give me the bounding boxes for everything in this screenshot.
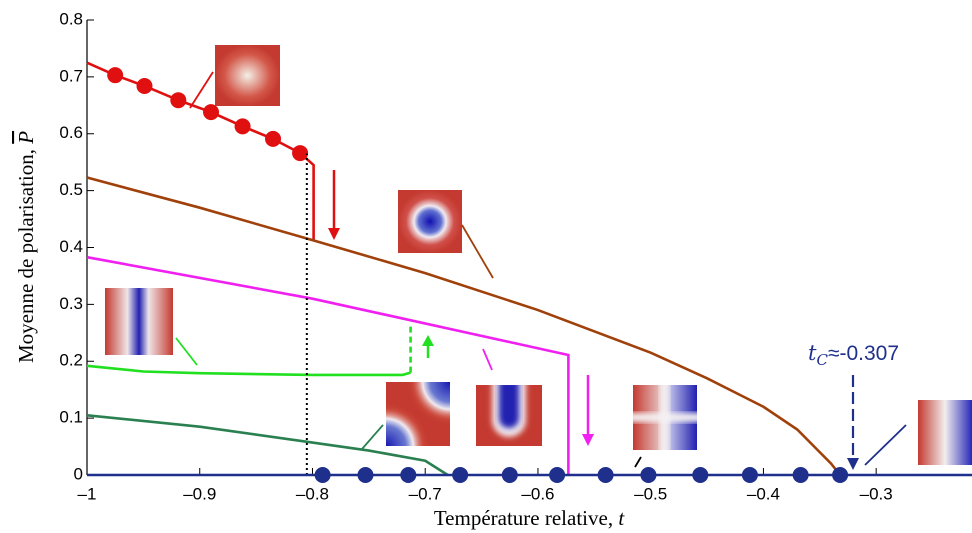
y-tick-label: 0.4 <box>59 237 83 256</box>
marker <box>357 467 374 483</box>
marker <box>741 467 758 483</box>
y-tick-label: 0 <box>74 464 83 483</box>
y-axis-label: Moyenne de polarisation, P <box>14 131 38 363</box>
pointer <box>461 224 494 279</box>
inset-stripe <box>105 288 173 355</box>
series-line <box>86 413 449 477</box>
marker <box>170 92 187 109</box>
pointer <box>361 424 384 450</box>
arrow-head <box>422 335 434 346</box>
x-tick-label: –0.8 <box>296 484 329 503</box>
arrow-head <box>582 434 594 446</box>
y-axis-label-symbol: P <box>14 131 38 145</box>
y-tick-label: 0.1 <box>59 408 83 427</box>
pointer <box>175 337 198 366</box>
arrow-head <box>847 458 859 470</box>
inset-u-shape <box>476 385 542 446</box>
marker <box>501 467 518 483</box>
marker <box>832 467 849 483</box>
annotation-subscript: C <box>816 351 828 369</box>
y-axis-label-text: Moyenne de polarisation, <box>14 149 38 363</box>
arrow-head <box>328 228 340 240</box>
annotation-text: ≈-0.307 <box>828 342 899 365</box>
x-tick-label: –0.3 <box>860 484 893 503</box>
marker <box>640 467 657 483</box>
x-tick-label: –0.7 <box>409 484 442 503</box>
series-line <box>86 176 842 476</box>
marker <box>452 467 469 483</box>
y-tick-label: 0.6 <box>59 123 83 142</box>
y-tick-label: 0.2 <box>59 351 83 370</box>
annotation-symbol: t <box>808 341 817 365</box>
marker <box>265 130 282 147</box>
marker <box>292 145 309 162</box>
marker <box>792 467 809 483</box>
marker <box>400 467 417 483</box>
x-tick-label: –1 <box>78 484 97 503</box>
marker <box>107 67 124 84</box>
arrows <box>328 170 859 470</box>
y-tick-label: 0.7 <box>59 66 83 85</box>
x-tick-label: –0.5 <box>634 484 667 503</box>
marker <box>136 77 153 94</box>
inset-corners <box>386 382 450 446</box>
series-line <box>86 255 570 475</box>
inset-vortex <box>398 190 462 253</box>
marker <box>549 467 566 483</box>
y-tick-label: 0.8 <box>59 9 83 28</box>
marker <box>692 467 709 483</box>
pointer <box>864 424 907 466</box>
series-line <box>86 364 411 377</box>
y-tick-label: 0.5 <box>59 180 83 199</box>
x-axis-label: Température relative, t <box>434 506 626 530</box>
x-tick-label: –0.6 <box>521 484 554 503</box>
pointer <box>634 456 642 468</box>
annotation: tC≈-0.307 <box>808 341 899 369</box>
inset-uniform <box>215 45 280 106</box>
marker <box>234 118 251 135</box>
pointer <box>189 71 214 109</box>
x-tick-label: –0.9 <box>183 484 216 503</box>
x-tick-label: –0.4 <box>747 484 780 503</box>
pointer <box>482 348 493 371</box>
inset-cross <box>633 385 697 450</box>
marker <box>597 467 614 483</box>
marker <box>314 467 331 483</box>
y-tick-label: 0.3 <box>59 294 83 313</box>
inset-domain-wall <box>918 400 972 465</box>
x-axis-label-symbol: t <box>618 506 625 530</box>
x-axis-label-text: Température relative, <box>434 506 613 530</box>
marker <box>203 104 220 121</box>
inset-images <box>105 45 972 468</box>
